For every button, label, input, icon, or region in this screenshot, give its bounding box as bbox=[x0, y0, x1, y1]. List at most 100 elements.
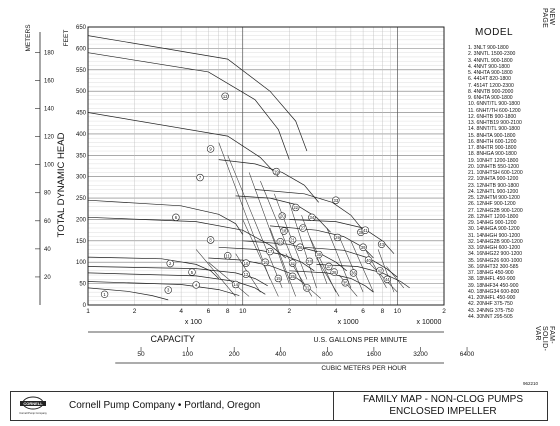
y-tick-label-meters: 20 bbox=[44, 275, 51, 281]
svg-text:Cornell Pump Company: Cornell Pump Company bbox=[19, 411, 47, 415]
curve-label: 39 bbox=[361, 245, 366, 250]
model-list-item: 44. 30NNT 295-505 bbox=[468, 313, 513, 320]
model-list-item: 37. 18NHG 450-900 bbox=[468, 270, 514, 276]
pump-curve-5 bbox=[87, 266, 268, 287]
curve-label-marker bbox=[196, 173, 204, 182]
model-list-item: 33. 16NHGH 600-1200 bbox=[468, 245, 521, 251]
y-tick-label-meters: 40 bbox=[44, 247, 51, 253]
y-units-meters: METERS bbox=[25, 24, 32, 52]
curve-label: 21 bbox=[290, 238, 295, 243]
title-block: CORNELL Cornell Pump Company Cornell Pum… bbox=[10, 391, 548, 421]
pump-curve-2 bbox=[87, 256, 219, 279]
model-list-item: 27. 12NHG2B 900-1200 bbox=[468, 207, 523, 214]
envelope-line bbox=[350, 240, 374, 293]
curve-label-marker bbox=[242, 259, 250, 267]
model-list-item: 40. 18NHG34 600-800 bbox=[468, 288, 520, 295]
curve-label: 12 bbox=[244, 272, 249, 277]
pump-curve-8 bbox=[87, 216, 287, 259]
curve-label: 7 bbox=[199, 175, 202, 180]
x-multiplier-label: x 10000 bbox=[417, 319, 442, 326]
curve-label-marker bbox=[100, 290, 109, 299]
curve-label: 16 bbox=[263, 260, 268, 265]
curve-label-marker bbox=[332, 196, 340, 204]
envelope-line bbox=[242, 219, 279, 297]
pump-curve-24 bbox=[242, 240, 347, 272]
x-multiplier-label: x 1000 bbox=[338, 319, 359, 326]
m3h-tick-label: 200 bbox=[229, 351, 240, 358]
curve-label-marker bbox=[361, 226, 370, 234]
envelope-line bbox=[208, 262, 250, 297]
curve-label: 34 bbox=[310, 215, 315, 220]
chart-title-line-1: FAMILY MAP - NON-CLOG PUMPS bbox=[362, 394, 524, 405]
model-list-item: 20. 10NHTB 550-1200 bbox=[468, 163, 519, 170]
m3h-tick-label: 6400 bbox=[460, 351, 475, 358]
chart-title-line-2: ENCLOSED IMPELLER bbox=[389, 406, 497, 417]
pump-curve-13 bbox=[87, 35, 308, 152]
x-tick-label: 2 bbox=[287, 308, 291, 315]
curve-label-marker bbox=[341, 279, 349, 287]
x-tick-label: 10 bbox=[239, 308, 247, 315]
model-list-item: 19. 10NHT 1200-1800 bbox=[468, 157, 519, 164]
document-number: 962210 bbox=[523, 381, 539, 386]
curve-label: 2 bbox=[169, 261, 172, 266]
curve-label-marker bbox=[278, 212, 286, 220]
curve-label: 42 bbox=[378, 268, 383, 273]
curve-label-marker bbox=[224, 252, 232, 260]
curve-label-marker bbox=[166, 259, 174, 268]
model-list-item: 30. 14NHGA 900-1200 bbox=[468, 226, 520, 233]
y-tick-label-meters: 60 bbox=[44, 219, 51, 225]
model-list-item: 5. 4NHTA 900-1800 bbox=[468, 70, 513, 76]
model-list-item: 17. 8NHTR 900-1800 bbox=[468, 145, 517, 151]
curve-label: 15 bbox=[276, 276, 281, 281]
curve-label: 4 bbox=[195, 283, 198, 288]
curve-label-marker bbox=[206, 145, 215, 153]
envelope-line bbox=[377, 249, 395, 293]
y-tick-label-feet: 0 bbox=[83, 303, 87, 309]
curve-label: 40 bbox=[366, 258, 371, 263]
curve-label: 27 bbox=[301, 226, 306, 231]
curve-label-marker bbox=[261, 258, 270, 266]
curve-label-marker bbox=[288, 236, 297, 244]
pump-curve-6 bbox=[87, 199, 243, 235]
curve-label: 5 bbox=[191, 270, 194, 275]
model-list-item: 28. 12NHT 1200-1800 bbox=[468, 213, 519, 220]
curve-label-marker bbox=[291, 203, 300, 212]
model-list-item: 24. 12NHTL 900-1200 bbox=[468, 188, 519, 195]
model-list-item: 38. 18NHFL 450-900 bbox=[468, 276, 516, 283]
model-list-item: 4. 4NNT 900-1800 bbox=[468, 63, 510, 70]
envelope-line bbox=[227, 155, 283, 288]
curve-label: 26 bbox=[298, 245, 303, 250]
title-block-divider bbox=[333, 391, 334, 421]
curve-label-marker bbox=[383, 275, 391, 284]
curve-label: 3 bbox=[167, 288, 170, 293]
y-tick-label-feet: 550 bbox=[76, 68, 87, 74]
y-tick-label-feet: 650 bbox=[76, 25, 87, 31]
m3h-tick-label: 1600 bbox=[367, 351, 382, 358]
pump-curve-19 bbox=[218, 159, 319, 203]
model-list-item: 42. 20NHF 375-750 bbox=[468, 301, 513, 308]
model-list-item: 35. 16NHG26 600-1000 bbox=[468, 257, 523, 264]
curve-label-marker bbox=[364, 256, 373, 264]
envelope-line bbox=[362, 244, 387, 289]
curve-label: 20 bbox=[280, 214, 285, 219]
curve-label-marker bbox=[221, 92, 229, 100]
curve-label-marker bbox=[231, 280, 240, 289]
x-multiplier-label: x 100 bbox=[185, 319, 202, 326]
model-list-title: MODEL bbox=[475, 27, 514, 38]
envelope-line bbox=[260, 180, 305, 288]
pump-curve-33 bbox=[254, 189, 364, 231]
x-tick-label: 4 bbox=[334, 308, 338, 315]
model-list-item: 32. 14NHG2B 900-1200 bbox=[468, 238, 523, 245]
curve-label: 6 bbox=[175, 215, 178, 220]
model-list-item: 8. 4NNTB 900-2000 bbox=[468, 88, 514, 95]
envelope-lines bbox=[195, 142, 405, 299]
model-list-item: 15. 8NHTA 900-1800 bbox=[468, 132, 516, 139]
curve-label-marker bbox=[333, 233, 342, 242]
y-axis-title: TOTAL DYNAMIC HEAD bbox=[56, 132, 67, 237]
curve-label: 22 bbox=[293, 205, 298, 210]
curve-label-marker bbox=[274, 274, 283, 283]
curve-label-marker bbox=[288, 272, 297, 281]
curve-label: 43 bbox=[379, 242, 384, 247]
model-list-item: 11. 6NHT/TH 600-1200 bbox=[468, 107, 521, 114]
curve-label: 11 bbox=[226, 254, 231, 259]
